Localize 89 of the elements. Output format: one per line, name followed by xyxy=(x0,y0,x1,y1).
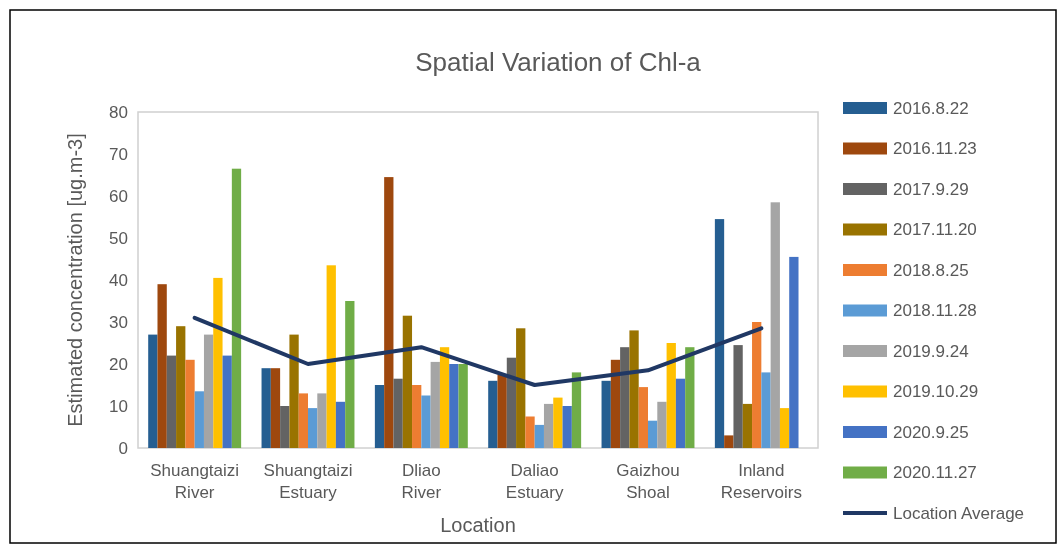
bar xyxy=(393,378,403,448)
bar xyxy=(222,355,232,448)
bar xyxy=(335,401,346,448)
bar xyxy=(317,393,327,448)
y-tick-label: 80 xyxy=(109,102,128,122)
bar xyxy=(402,315,413,448)
y-tick-label: 30 xyxy=(109,312,128,332)
bar xyxy=(289,334,299,448)
bar xyxy=(345,301,355,448)
bar xyxy=(374,385,385,448)
bar xyxy=(553,397,563,448)
bar xyxy=(685,347,695,448)
bar xyxy=(525,416,535,448)
y-tick-label: 60 xyxy=(109,186,128,206)
bar xyxy=(439,347,450,448)
bar xyxy=(203,334,214,448)
bar xyxy=(733,345,743,448)
bar xyxy=(714,219,725,448)
y-tick-label: 40 xyxy=(109,270,128,290)
bar xyxy=(421,395,431,448)
bar xyxy=(543,403,554,448)
bar xyxy=(742,403,753,448)
legend-label: 2019.9.24 xyxy=(893,341,969,361)
bar xyxy=(666,343,676,448)
bar xyxy=(724,435,734,448)
bar xyxy=(326,265,336,448)
bar xyxy=(449,364,459,448)
bar xyxy=(770,202,780,448)
y-tick-label: 10 xyxy=(109,396,128,416)
bar xyxy=(610,359,621,448)
legend-label: 2020.9.25 xyxy=(893,422,969,442)
bar xyxy=(166,355,177,448)
bar xyxy=(280,406,290,448)
chart-title: Spatial Variation of Chl-a xyxy=(415,47,702,77)
x-tick-label: Inland Reservoirs xyxy=(720,461,802,502)
line-series xyxy=(192,315,764,387)
bar xyxy=(534,424,544,448)
bar xyxy=(430,361,440,448)
bar xyxy=(176,326,186,448)
legend-label: 2020.11.27 xyxy=(893,463,977,483)
y-axis-title: Estimated concentration [ug.m-3] xyxy=(64,133,86,427)
y-tick-label: 70 xyxy=(109,144,128,164)
x-tick-label: Daliao Estuary xyxy=(505,461,564,502)
legend-label: 2017.9.29 xyxy=(893,179,969,199)
legend-label: 2016.8.22 xyxy=(893,98,969,118)
bar xyxy=(506,357,517,448)
bar xyxy=(458,364,468,448)
legend-label: 2018.11.28 xyxy=(893,301,977,321)
x-axis-title: Location xyxy=(440,514,516,536)
bar xyxy=(148,334,158,448)
bar xyxy=(752,322,762,448)
x-tick-label: Shuangtaizi River xyxy=(150,461,240,502)
bar xyxy=(298,393,308,448)
legend-label: Location Average xyxy=(893,503,1025,523)
bar xyxy=(412,385,422,448)
legend-label: 2017.11.20 xyxy=(893,220,977,240)
bar xyxy=(384,177,394,448)
y-tick-label: 50 xyxy=(109,228,128,248)
x-tick-label: Shuangtaizi Estuary xyxy=(263,461,353,502)
bar xyxy=(497,374,507,448)
bar xyxy=(675,378,686,448)
x-tick-label: Gaizhou Shoal xyxy=(616,461,680,502)
x-tick-label: Dliao River xyxy=(401,461,442,502)
bar xyxy=(601,380,611,448)
bar xyxy=(194,391,204,448)
bar xyxy=(779,408,790,448)
legend-label: 2016.11.23 xyxy=(893,139,977,159)
legend-label: 2018.8.25 xyxy=(893,260,969,280)
bar xyxy=(270,368,281,448)
bar xyxy=(648,420,658,448)
bar xyxy=(488,380,498,448)
bar xyxy=(261,368,271,448)
bar xyxy=(789,256,799,448)
bar xyxy=(185,359,195,448)
bar xyxy=(571,372,582,448)
bar xyxy=(516,328,526,448)
bar xyxy=(638,387,648,448)
bar xyxy=(620,347,630,448)
y-tick-label: 20 xyxy=(109,354,128,374)
bar xyxy=(213,277,223,448)
legend-label: 2019.10.29 xyxy=(893,382,979,402)
bar xyxy=(629,330,639,448)
bar xyxy=(231,168,242,448)
bar xyxy=(157,284,167,448)
bar xyxy=(562,406,572,448)
bar xyxy=(308,408,318,448)
bar xyxy=(761,372,771,448)
y-tick-label: 0 xyxy=(118,438,128,458)
bar xyxy=(657,401,667,448)
